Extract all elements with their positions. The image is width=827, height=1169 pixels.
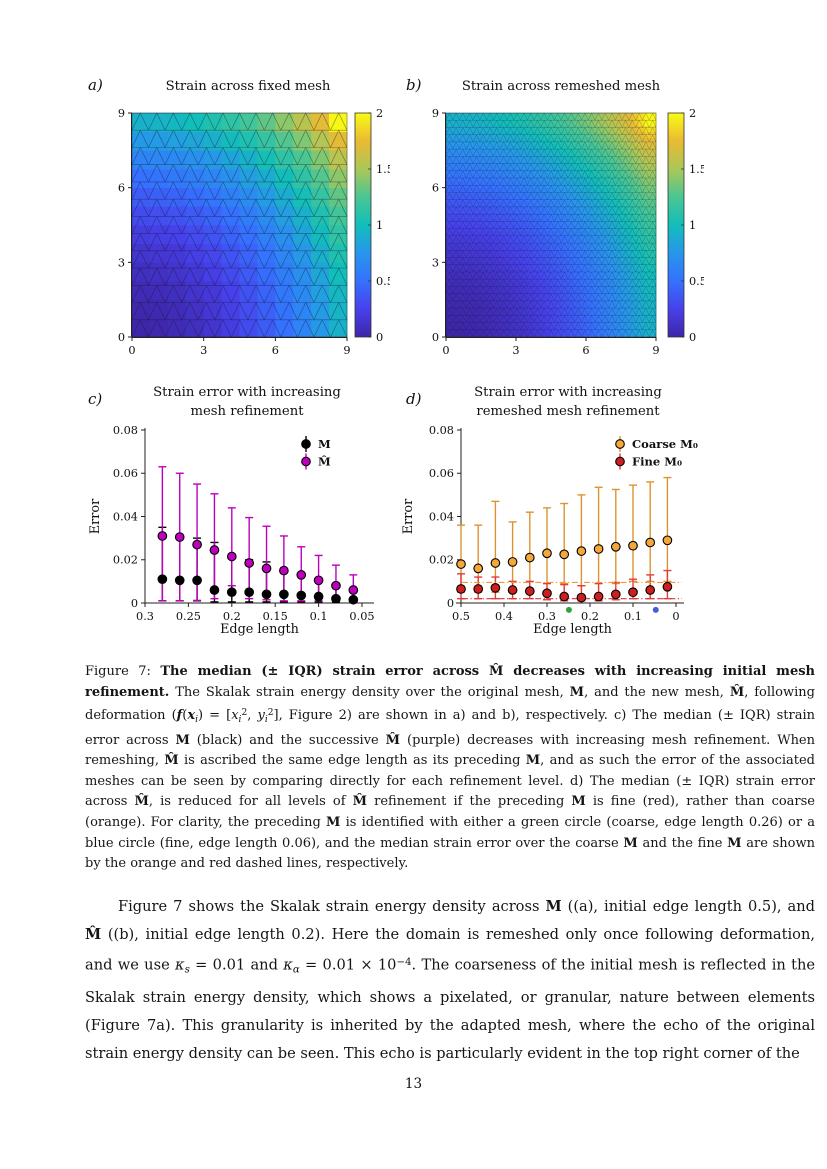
preceding-mesh-marker: [565, 606, 572, 613]
svg-text:0: 0: [672, 610, 679, 623]
axes: [442, 112, 657, 341]
mesh-cells: [446, 113, 657, 338]
svg-text:Edge length: Edge length: [220, 622, 299, 637]
mesh-cells: [132, 113, 348, 338]
whiskers-M̂: [158, 466, 358, 602]
svg-text:1.5: 1.5: [376, 163, 390, 176]
svg-text:Fine M₀: Fine M₀: [632, 455, 682, 469]
title-fixed-mesh: Strain across fixed mesh: [165, 79, 331, 94]
legend: M M̂: [301, 436, 331, 470]
svg-text:3: 3: [432, 256, 439, 269]
svg-text:Error: Error: [401, 498, 416, 534]
svg-text:0.04: 0.04: [113, 510, 138, 523]
svg-text:0: 0: [376, 331, 383, 344]
svg-text:0.25: 0.25: [176, 610, 201, 623]
svg-text:0.02: 0.02: [429, 554, 454, 567]
svg-text:0.08: 0.08: [429, 424, 454, 437]
svg-text:0.5: 0.5: [376, 275, 390, 288]
svg-text:9: 9: [432, 107, 439, 120]
svg-text:0.04: 0.04: [429, 510, 454, 523]
svg-text:Error: Error: [88, 498, 103, 534]
svg-text:M̂: M̂: [318, 455, 331, 469]
markers-Fine M₀: [456, 581, 673, 603]
subplot-label-c: c): [88, 390, 103, 408]
svg-text:2: 2: [376, 107, 383, 120]
title-error-remeshed-line1: Strain error with increasing: [474, 385, 662, 400]
svg-text:0.02: 0.02: [113, 554, 138, 567]
svg-text:0.1: 0.1: [310, 610, 328, 623]
svg-text:0.1: 0.1: [624, 610, 642, 623]
svg-text:0.06: 0.06: [113, 467, 138, 480]
svg-text:0.2: 0.2: [581, 610, 599, 623]
svg-text:0.06: 0.06: [429, 467, 454, 480]
heatmap-remeshed-mesh: 0 3 6 9 0 3 6 9 0 0.5 1 1.5 2: [432, 107, 704, 357]
title-error-fixed: Strain error with increasing mesh refine…: [132, 384, 362, 421]
subplot-label-a: a): [88, 76, 103, 94]
axis-labels: Edge length Error: [401, 498, 612, 637]
svg-text:3: 3: [200, 344, 207, 357]
svg-text:0.15: 0.15: [263, 610, 288, 623]
svg-text:0: 0: [442, 344, 449, 357]
svg-text:1.5: 1.5: [689, 163, 704, 176]
markers-M: [157, 574, 359, 605]
title-error-remeshed: Strain error with increasing remeshed me…: [453, 384, 683, 421]
title-error-fixed-line1: Strain error with increasing: [153, 385, 341, 400]
svg-text:0.05: 0.05: [349, 610, 374, 623]
svg-text:6: 6: [432, 182, 439, 195]
svg-text:0.2: 0.2: [223, 610, 241, 623]
whiskers-Coarse M₀: [457, 476, 672, 593]
tick-labels: 0 3 6 9 0 3 6 9: [118, 107, 351, 357]
svg-text:1: 1: [376, 219, 383, 232]
svg-text:9: 9: [652, 344, 659, 357]
svg-text:6: 6: [118, 182, 125, 195]
errorbar-fixed-refinement: 0.3 0.25 0.2 0.15 0.1 0.05 0 0.02 0.04 0.06 0.08 Ed…: [88, 424, 375, 637]
whiskers-M: [158, 526, 358, 604]
svg-text:0.4: 0.4: [495, 610, 513, 623]
svg-text:0.5: 0.5: [689, 275, 704, 288]
figure-caption: Figure 7: The median (± IQR) strain erro…: [85, 664, 816, 872]
svg-text:1: 1: [689, 219, 696, 232]
svg-text:6: 6: [272, 344, 279, 357]
svg-text:3: 3: [512, 344, 519, 357]
svg-text:0: 0: [131, 597, 138, 610]
svg-text:0: 0: [128, 344, 135, 357]
svg-text:6: 6: [582, 344, 589, 357]
axis-labels: Edge length Error: [88, 498, 299, 637]
body-paragraph: Figure 7 shows the Skalak strain energy …: [85, 898, 815, 1063]
svg-text:0.08: 0.08: [113, 424, 138, 437]
title-remeshed-mesh: Strain across remeshed mesh: [461, 79, 661, 94]
colorbar-tick-labels: 0 0.5 1 1.5 2: [368, 107, 390, 344]
svg-text:0.5: 0.5: [452, 610, 470, 623]
svg-text:0: 0: [432, 331, 439, 344]
subplot-label-b: b): [406, 76, 422, 94]
svg-text:2: 2: [689, 107, 696, 120]
svg-text:Edge length: Edge length: [533, 622, 612, 637]
tick-labels: 0 3 6 9 0 3 6 9: [432, 107, 660, 357]
svg-text:9: 9: [343, 344, 350, 357]
preceding-mesh-marker: [652, 606, 659, 613]
title-error-remeshed-line2: remeshed mesh refinement: [476, 403, 660, 419]
colorbar-tick-labels: 0 0.5 1 1.5 2: [681, 107, 704, 344]
markers-M̂: [157, 531, 359, 595]
title-error-fixed-line2: mesh refinement: [190, 403, 304, 419]
svg-text:M: M: [318, 437, 331, 451]
svg-text:0: 0: [689, 331, 696, 344]
heatmap-fixed-mesh: 0 3 6 9 0 3 6 9 0 0.5 1 1.5 2: [118, 107, 390, 357]
svg-text:3: 3: [118, 256, 125, 269]
svg-text:0.3: 0.3: [538, 610, 556, 623]
markers-Coarse M₀: [456, 535, 673, 574]
svg-text:0: 0: [447, 597, 454, 610]
axes: [128, 112, 348, 341]
svg-text:0: 0: [118, 331, 125, 344]
svg-text:9: 9: [118, 107, 125, 120]
page-number: 13: [404, 1076, 423, 1092]
svg-text:0.3: 0.3: [136, 610, 154, 623]
subplot-label-d: d): [406, 390, 422, 408]
legend: Coarse M₀ Fine M₀: [615, 436, 698, 470]
errorbar-remeshed-refinement: 0.5 0.4 0.3 0.2 0.1 0 0 0.02 0.04 0.06 0.08 Edge le…: [401, 424, 698, 637]
tick-labels: 0.5 0.4 0.3 0.2 0.1 0 0 0.02 0.04 0.06 0.08: [429, 424, 680, 623]
svg-text:Coarse M₀: Coarse M₀: [632, 437, 698, 451]
tick-labels: 0.3 0.25 0.2 0.15 0.1 0.05 0 0.02 0.04 0.06 0.08: [113, 424, 375, 623]
